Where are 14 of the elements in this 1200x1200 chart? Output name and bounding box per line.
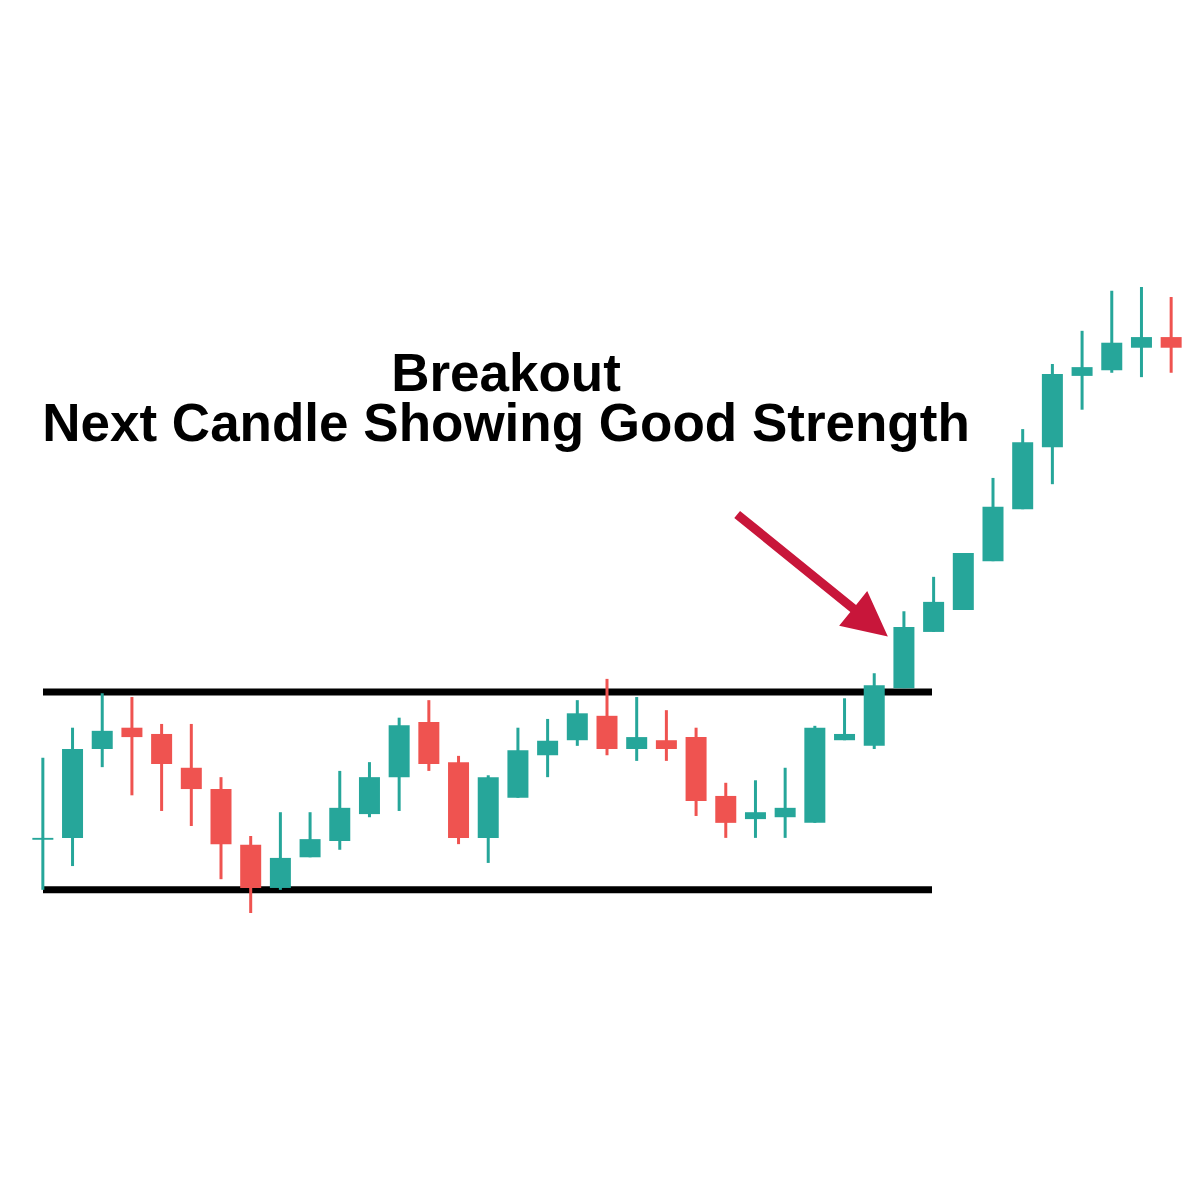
candlestick <box>744 780 766 838</box>
candlestick <box>834 698 856 742</box>
candlestick <box>32 757 54 890</box>
candlestick <box>1160 297 1182 373</box>
candlestick <box>1071 329 1093 410</box>
candlestick <box>121 697 143 796</box>
candlestick <box>1130 287 1152 379</box>
candlestick <box>91 693 113 769</box>
candlestick <box>626 697 648 761</box>
candlestick <box>655 710 677 761</box>
candlestick <box>299 812 321 858</box>
candlestick <box>180 722 202 826</box>
candlestick <box>537 717 559 779</box>
candlestick <box>774 766 796 838</box>
